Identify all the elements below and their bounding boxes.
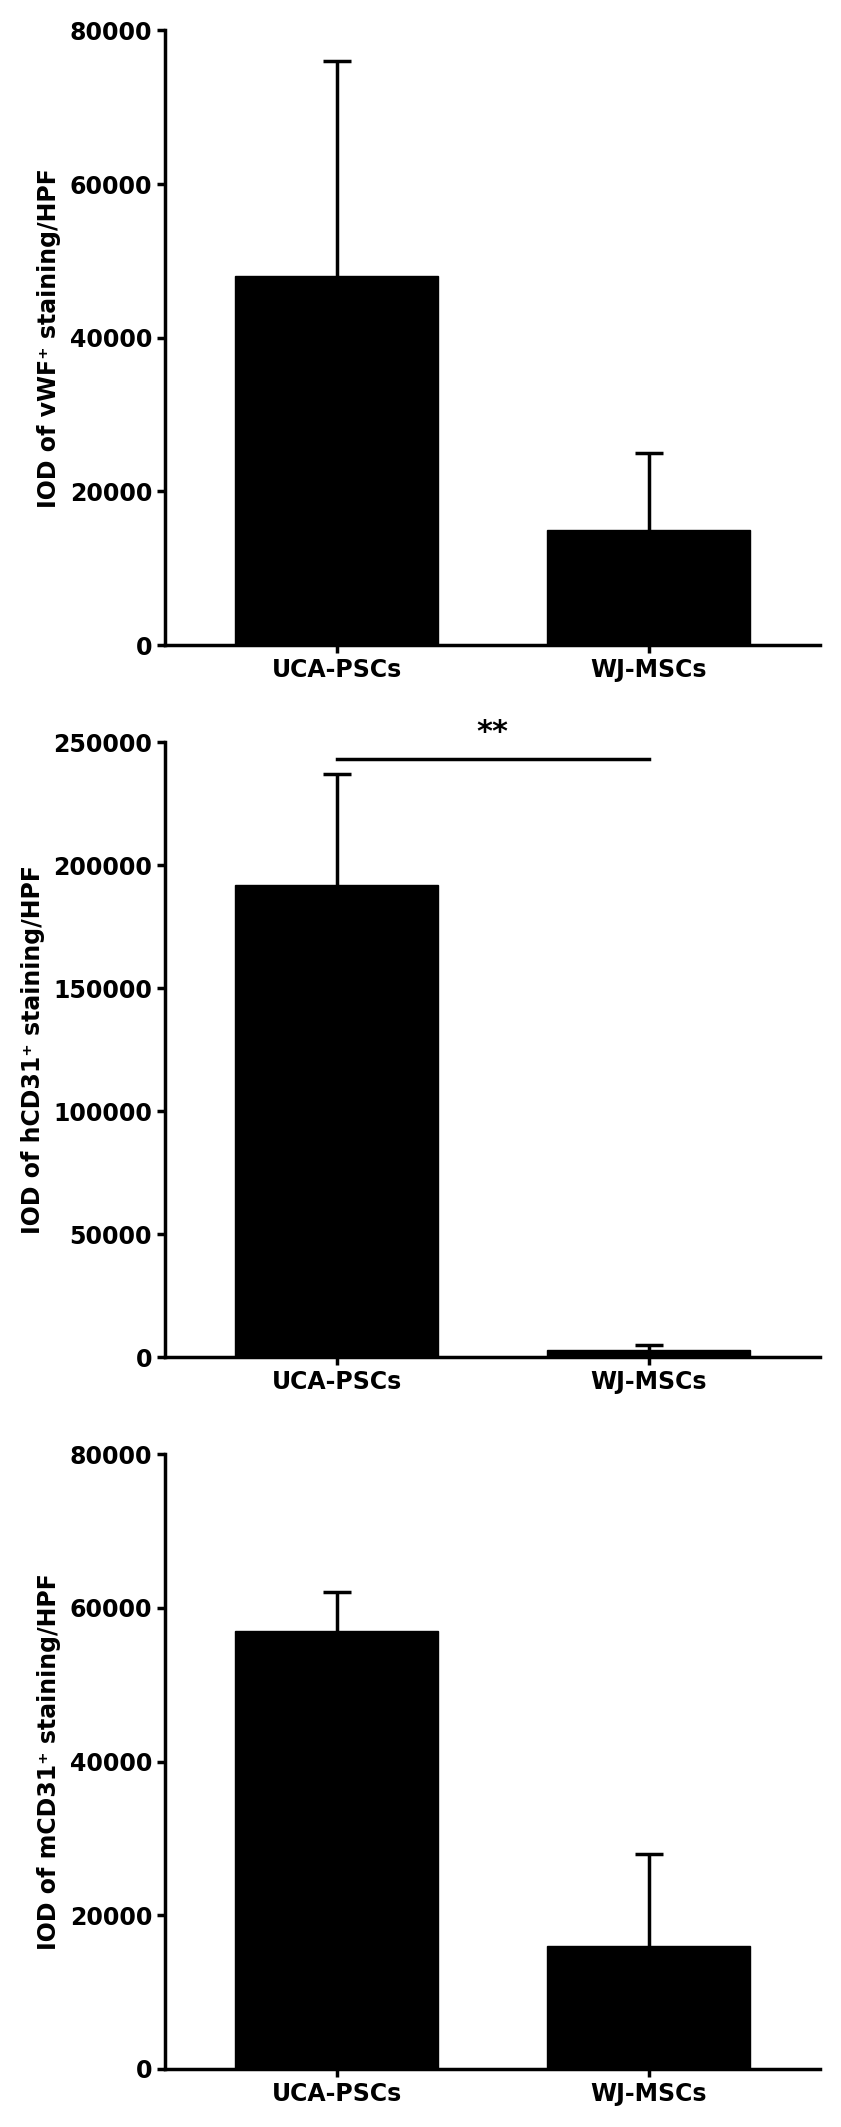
Y-axis label: IOD of vWF⁺ staining/HPF: IOD of vWF⁺ staining/HPF: [37, 168, 61, 508]
Bar: [547, 1946, 750, 2070]
Bar: [235, 1631, 438, 2070]
Y-axis label: IOD of mCD31⁺ staining/HPF: IOD of mCD31⁺ staining/HPF: [37, 1574, 61, 1950]
Bar: [235, 885, 438, 1357]
Bar: [547, 530, 750, 644]
Bar: [235, 277, 438, 644]
Bar: [547, 1351, 750, 1357]
Text: **: **: [477, 719, 509, 747]
Y-axis label: IOD of hCD31⁺ staining/HPF: IOD of hCD31⁺ staining/HPF: [21, 866, 45, 1234]
